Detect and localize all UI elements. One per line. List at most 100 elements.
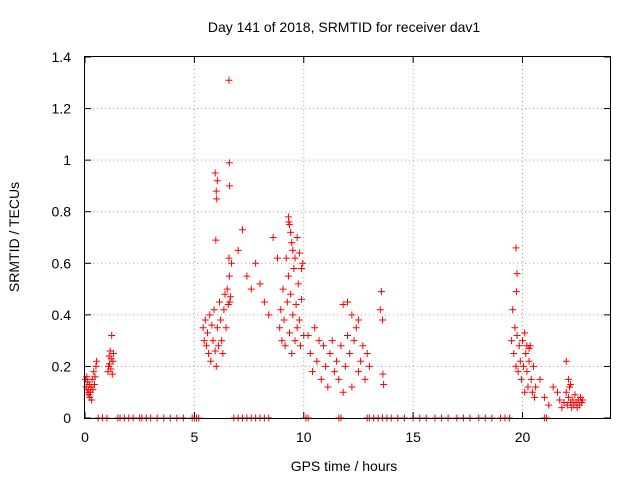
- data-point: [529, 362, 537, 370]
- y-tick-label: 1.4: [52, 49, 72, 65]
- data-point: [524, 383, 532, 391]
- data-point: [289, 311, 297, 319]
- data-point: [513, 270, 521, 278]
- data-point: [287, 228, 295, 236]
- data-point: [311, 324, 319, 332]
- data-point: [91, 373, 99, 381]
- data-point: [206, 311, 214, 319]
- data-point: [512, 362, 520, 370]
- data-point: [90, 380, 98, 388]
- data-point: [333, 357, 341, 365]
- data-point: [247, 285, 255, 293]
- data-point: [299, 259, 307, 267]
- data-point: [380, 380, 388, 388]
- data-point: [326, 350, 334, 358]
- y-tick-label: 0.6: [52, 255, 72, 271]
- x-tick-label: 5: [190, 429, 198, 445]
- data-point: [549, 383, 557, 391]
- data-point: [220, 306, 228, 314]
- data-point: [88, 396, 96, 404]
- data-point: [288, 239, 296, 247]
- data-point: [200, 337, 208, 345]
- data-point: [225, 254, 233, 262]
- data-point: [284, 272, 292, 280]
- data-point: [213, 324, 221, 332]
- data-point: [514, 368, 522, 376]
- data-point: [341, 362, 349, 370]
- data-point: [531, 393, 539, 401]
- data-point: [225, 159, 233, 167]
- data-point: [298, 264, 306, 272]
- data-point: [214, 342, 222, 350]
- data-point: [202, 342, 210, 350]
- data-point: [528, 388, 536, 396]
- data-point: [510, 350, 518, 358]
- plot-frame: [84, 56, 611, 419]
- data-point: [211, 347, 219, 355]
- data-point: [306, 350, 314, 358]
- data-point: [269, 234, 277, 241]
- data-point: [286, 329, 294, 337]
- data-point: [207, 357, 215, 365]
- data-point: [225, 272, 233, 280]
- data-point: [339, 388, 347, 396]
- data-point: [562, 357, 570, 365]
- data-point: [282, 254, 290, 262]
- data-point: [579, 396, 587, 404]
- data-point: [290, 264, 298, 272]
- data-point: [295, 249, 303, 257]
- data-point: [204, 329, 211, 337]
- y-tick-label: 0.2: [52, 358, 72, 374]
- data-point: [226, 298, 234, 306]
- data-point: [109, 350, 117, 358]
- data-point: [519, 337, 526, 345]
- data-point: [322, 362, 330, 370]
- data-point: [223, 285, 231, 293]
- data-point: [540, 393, 548, 401]
- data-point: [210, 306, 218, 314]
- data-point: [562, 388, 570, 396]
- axis-ticks: [84, 56, 610, 419]
- data-point: [363, 350, 371, 358]
- y-axis-label: SRMTID / TECUs: [6, 182, 22, 292]
- data-point: [304, 331, 312, 339]
- data-point: [517, 375, 525, 383]
- data-point: [199, 324, 207, 332]
- data-point: [291, 337, 299, 345]
- data-point: [285, 218, 293, 226]
- data-point: [93, 357, 101, 365]
- data-point: [545, 401, 553, 409]
- data-point: [317, 375, 325, 383]
- data-point: [564, 393, 572, 401]
- data-point: [216, 298, 224, 306]
- data-point: [365, 362, 373, 370]
- data-point: [293, 234, 301, 241]
- data-point: [212, 362, 220, 370]
- data-point: [108, 331, 116, 339]
- data-point: [348, 311, 356, 319]
- data-point: [280, 316, 288, 324]
- data-point: [556, 396, 564, 404]
- data-point: [92, 362, 100, 370]
- data-point: [222, 324, 230, 332]
- data-point: [292, 301, 300, 309]
- data-point: [335, 375, 343, 383]
- data-point: [511, 324, 519, 332]
- data-point: [354, 368, 362, 376]
- data-point: [361, 375, 369, 383]
- data-point: [350, 337, 358, 345]
- data-point: [523, 368, 531, 376]
- data-point: [226, 182, 234, 190]
- data-point: [252, 259, 260, 267]
- data-point: [289, 246, 297, 254]
- data-point: [274, 254, 281, 262]
- data-point: [313, 357, 321, 365]
- x-tick-label: 0: [81, 429, 89, 445]
- data-point: [309, 368, 316, 376]
- data-point: [315, 337, 323, 345]
- data-point: [212, 187, 220, 195]
- data-point: [330, 368, 338, 376]
- data-point: [108, 370, 116, 378]
- grid-lines: [85, 57, 610, 418]
- data-point: [344, 298, 351, 306]
